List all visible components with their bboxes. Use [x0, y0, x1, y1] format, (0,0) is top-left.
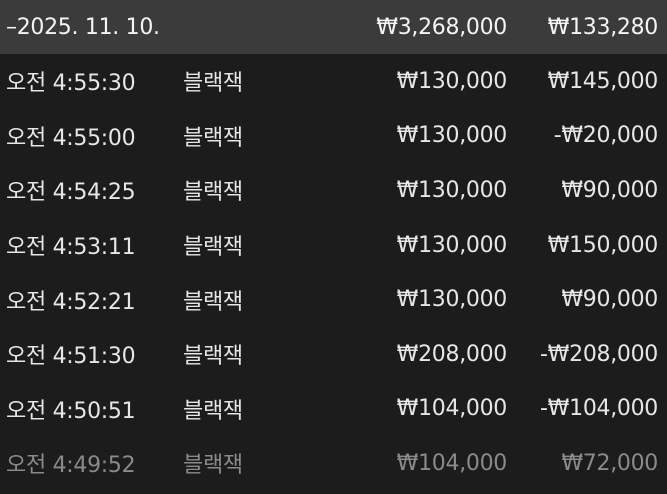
table-row[interactable]: 오전 4:49:52 블랙잭 ₩104,000 ₩72,000	[0, 436, 667, 491]
row-game: 블랙잭	[183, 125, 243, 151]
row-bet: ₩130,000	[396, 123, 508, 149]
row-game: 블랙잭	[183, 180, 243, 206]
row-time: 오전 4:55:00	[6, 125, 136, 151]
row-bet: ₩130,000	[396, 68, 508, 94]
row-profit: -₩208,000	[540, 341, 658, 367]
row-profit: -₩104,000	[540, 396, 658, 422]
table-row[interactable]: 오전 4:51:30 블랙잭 ₩208,000 -₩208,000	[0, 327, 667, 382]
row-time: 오전 4:49:52	[6, 453, 136, 479]
row-time: 오전 4:54:25	[6, 180, 136, 206]
row-time: 오전 4:50:51	[6, 398, 136, 424]
transaction-list: 오전 4:55:30 블랙잭 ₩130,000 ₩145,000 오전 4:55:00 블…	[0, 54, 667, 491]
row-time: 오전 4:53:11	[6, 235, 136, 261]
row-game: 블랙잭	[183, 289, 243, 315]
group-total-profit: ₩133,280	[547, 14, 659, 40]
row-profit: ₩145,000	[547, 68, 659, 94]
row-bet: ₩208,000	[396, 341, 508, 367]
row-bet: ₩130,000	[396, 177, 508, 203]
row-profit: ₩90,000	[561, 177, 658, 203]
row-time: 오전 4:55:30	[6, 71, 136, 97]
table-row[interactable]: 오전 4:53:11 블랙잭 ₩130,000 ₩150,000	[0, 218, 667, 273]
row-profit: ₩150,000	[547, 232, 659, 258]
row-bet: ₩130,000	[396, 287, 508, 313]
row-bet: ₩104,000	[396, 450, 508, 476]
row-game: 블랙잭	[183, 235, 243, 261]
table-row[interactable]: 오전 4:52:21 블랙잭 ₩130,000 ₩90,000	[0, 272, 667, 327]
row-game: 블랙잭	[183, 71, 243, 97]
row-bet: ₩130,000	[396, 232, 508, 258]
row-time: 오전 4:52:21	[6, 289, 136, 315]
group-date: –2025. 11. 10.	[6, 14, 160, 40]
row-profit: -₩20,000	[553, 123, 659, 149]
row-bet: ₩104,000	[396, 396, 508, 422]
table-row[interactable]: 오전 4:50:51 블랙잭 ₩104,000 -₩104,000	[0, 382, 667, 437]
table-row[interactable]: 오전 4:54:25 블랙잭 ₩130,000 ₩90,000	[0, 163, 667, 218]
group-total-bet: ₩3,268,000	[376, 14, 507, 40]
row-game: 블랙잭	[183, 453, 243, 479]
row-game: 블랙잭	[183, 398, 243, 424]
table-row[interactable]: 오전 4:55:30 블랙잭 ₩130,000 ₩145,000	[0, 54, 667, 109]
row-game: 블랙잭	[183, 344, 243, 370]
row-profit: ₩72,000	[561, 450, 658, 476]
table-row[interactable]: 오전 4:55:00 블랙잭 ₩130,000 -₩20,000	[0, 109, 667, 164]
row-profit: ₩90,000	[561, 287, 658, 313]
row-time: 오전 4:51:30	[6, 344, 136, 370]
date-group-header[interactable]: –2025. 11. 10. ₩3,268,000 ₩133,280	[0, 0, 667, 54]
